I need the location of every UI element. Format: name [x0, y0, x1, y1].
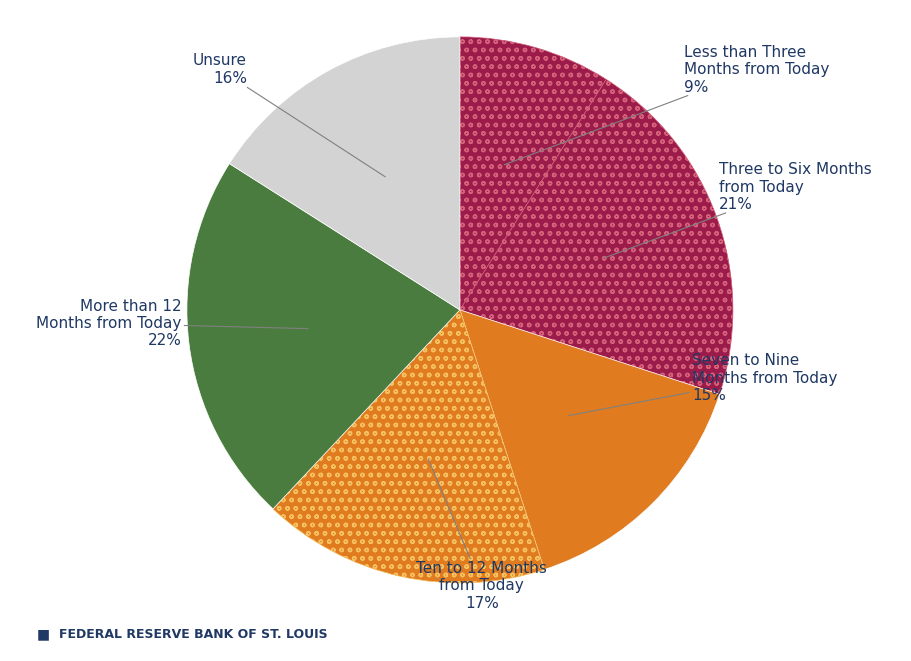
Text: Three to Six Months
from Today
21%: Three to Six Months from Today 21%: [604, 162, 872, 258]
Wedge shape: [273, 310, 544, 583]
Wedge shape: [187, 164, 460, 509]
Text: Unsure
16%: Unsure 16%: [193, 54, 385, 176]
Text: Less than Three
Months from Today
9%: Less than Three Months from Today 9%: [505, 45, 829, 165]
Wedge shape: [460, 37, 606, 310]
Wedge shape: [460, 310, 720, 570]
Text: FEDERAL RESERVE BANK OF ST. LOUIS: FEDERAL RESERVE BANK OF ST. LOUIS: [59, 628, 328, 641]
Text: More than 12
Months from Today
22%: More than 12 Months from Today 22%: [36, 299, 308, 348]
Text: Ten to 12 Months
from Today
17%: Ten to 12 Months from Today 17%: [416, 459, 548, 611]
Text: Seven to Nine
Months from Today
15%: Seven to Nine Months from Today 15%: [568, 353, 837, 416]
Wedge shape: [230, 37, 460, 310]
Text: ■: ■: [36, 627, 49, 641]
Wedge shape: [460, 79, 733, 394]
